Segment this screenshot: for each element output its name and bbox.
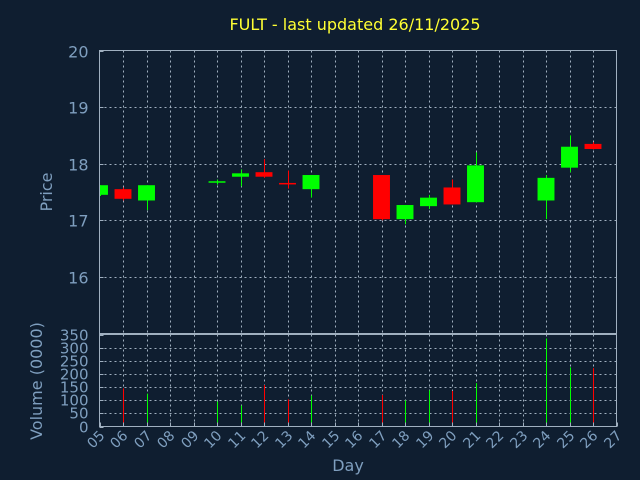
price-panel: 16 17 18 19 20 Price [37,43,617,334]
volume-axis-label: Volume (0000) [27,322,46,440]
candle-body [537,177,555,201]
x-tick-label: 07 [131,428,155,452]
x-tick-label: 17 [366,428,390,452]
x-tick-label: 12 [248,428,272,452]
volume-tick-label: 300 [60,340,89,358]
chart-title: FULT - last updated 26/11/2025 [229,15,480,34]
candle-body [138,185,155,201]
x-tick-label: 11 [225,428,249,452]
candle-body [232,173,249,177]
x-tick-label: 19 [413,428,437,452]
x-tick-label: 16 [342,428,366,452]
candle-body [584,143,602,149]
x-tick-label: 21 [460,428,484,452]
candle-body [208,181,226,183]
price-axis-label: Price [37,172,56,211]
x-tick-label: 24 [530,428,554,452]
x-tick-label: 14 [295,428,319,452]
candle-body [114,189,132,199]
candle-body [561,146,578,168]
price-tick-label: 17 [68,212,88,231]
x-tick-label: 26 [577,428,601,452]
x-tick-label: 06 [107,428,131,452]
volume-grid [99,334,617,427]
price-axis-ticks: 16 17 18 19 20 [68,43,104,288]
volume-tick-label: 0 [79,419,89,437]
price-tick-label: 16 [68,269,88,288]
candle-body [302,175,320,190]
volume-tick-label: 250 [60,353,89,371]
x-tick-label: 15 [319,428,343,452]
x-axis-label: Day [332,456,364,475]
candle-body [420,197,437,207]
x-tick-label: 13 [272,428,296,452]
volume-tick-label: 150 [60,379,89,397]
price-tick-label: 19 [68,99,88,118]
price-candles [100,135,602,225]
candle-body [396,205,414,220]
x-tick-label: 09 [178,428,202,452]
candle-body [467,165,484,203]
volume-tick-label: 350 [60,327,89,345]
candle-body [100,185,108,195]
volume-bars [123,338,594,427]
x-tick-label: 25 [554,428,578,452]
x-tick-label: 27 [601,428,625,452]
candle-body [279,182,296,185]
candle-body [255,172,273,177]
volume-tick-label: 100 [60,392,89,410]
volume-tick-label: 50 [69,405,88,423]
price-tick-label: 18 [68,156,88,175]
x-tick-label: 18 [389,428,413,452]
x-tick-label: 22 [483,428,507,452]
x-tick-label: 23 [507,428,531,452]
volume-tick-label: 200 [60,366,89,384]
candle-body [443,187,461,205]
x-tick-label: 10 [201,428,225,452]
candle-body [373,175,390,220]
x-tick-label: 20 [436,428,460,452]
price-tick-label: 20 [68,43,88,62]
x-tick-label: 08 [154,428,178,452]
